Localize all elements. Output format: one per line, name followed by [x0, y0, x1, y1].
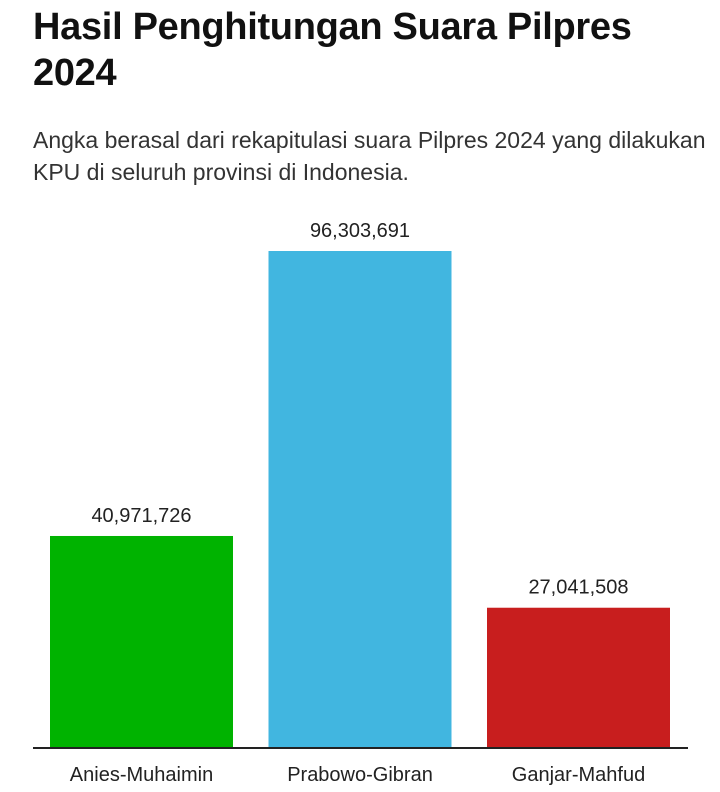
data-label: 27,041,508: [528, 577, 628, 599]
x-tick-label: Ganjar-Mahfud: [512, 764, 645, 786]
chart-subtitle: Angka berasal dari rekapitulasi suara Pi…: [33, 127, 706, 185]
data-label: 40,971,726: [91, 505, 191, 527]
bar-prabowo-gibran: [268, 251, 452, 747]
x-tick-label: Anies-Muhaimin: [70, 764, 213, 786]
chart-title: Hasil Penghitungan Suara Pilpres 2024: [33, 6, 632, 94]
bar-anies-muhaimin: [50, 535, 233, 747]
x-tick-label: Prabowo-Gibran: [287, 764, 433, 786]
data-label: 96,303,691: [310, 220, 410, 242]
bar-ganjar-mahfud: [487, 607, 670, 747]
